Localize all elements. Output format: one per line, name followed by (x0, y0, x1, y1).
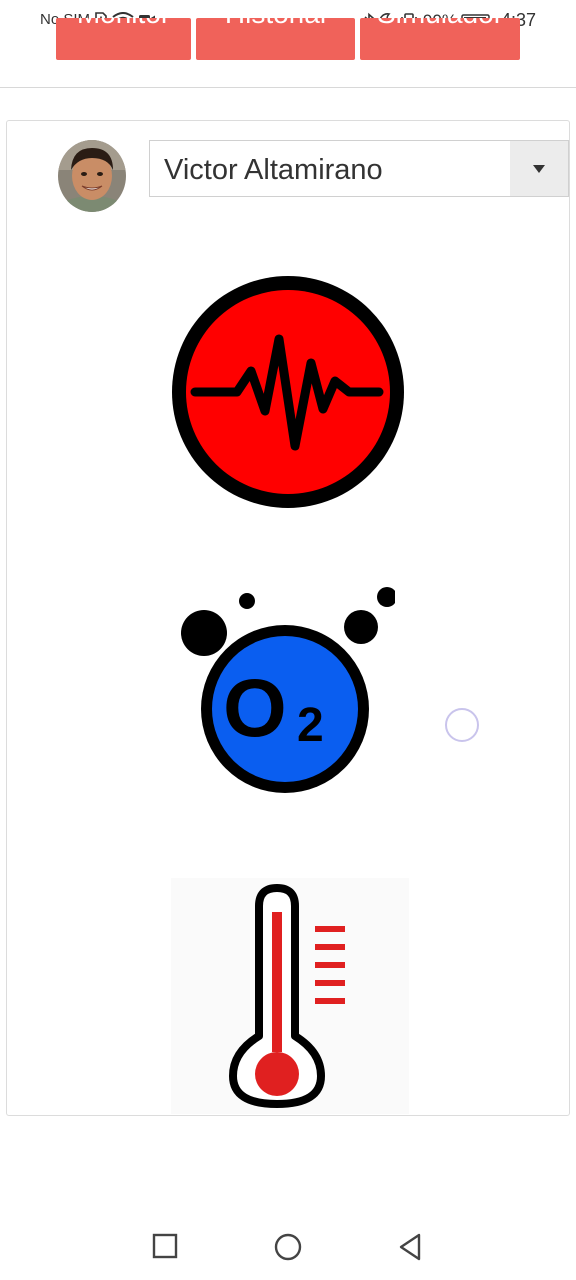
monitor-button[interactable]: Monitor (56, 18, 191, 60)
simulador-button-label: Simulador (377, 18, 503, 28)
oxygen-metric[interactable]: O 2 (173, 583, 397, 795)
avatar[interactable] (58, 140, 126, 212)
heart-rate-icon (172, 276, 404, 508)
heart-rate-metric[interactable] (167, 271, 409, 513)
avatar-photo (58, 140, 126, 212)
svg-text:O: O (223, 663, 287, 754)
historial-button[interactable]: Historial (196, 18, 355, 60)
loading-spinner (445, 708, 479, 742)
monitor-button-label: Monitor (77, 18, 170, 28)
patient-select-value: Victor Altamirano (164, 154, 383, 186)
back-icon[interactable] (396, 1232, 424, 1262)
patient-select-toggle[interactable] (510, 141, 568, 196)
system-nav-bar (0, 1210, 576, 1280)
home-icon[interactable] (273, 1232, 303, 1262)
svg-text:2: 2 (297, 699, 324, 752)
patient-select[interactable]: Victor Altamirano (149, 140, 569, 197)
patient-card: Victor Altamirano (6, 120, 570, 1116)
thermometer-icon (171, 878, 409, 1114)
caret-down-icon (533, 164, 545, 173)
temperature-metric[interactable] (171, 878, 409, 1114)
oxygen-icon: O 2 (181, 587, 397, 793)
header-divider (0, 87, 576, 88)
recents-icon[interactable] (151, 1232, 179, 1260)
historial-button-label: Historial (225, 18, 326, 28)
simulador-button[interactable]: Simulador (360, 18, 520, 60)
